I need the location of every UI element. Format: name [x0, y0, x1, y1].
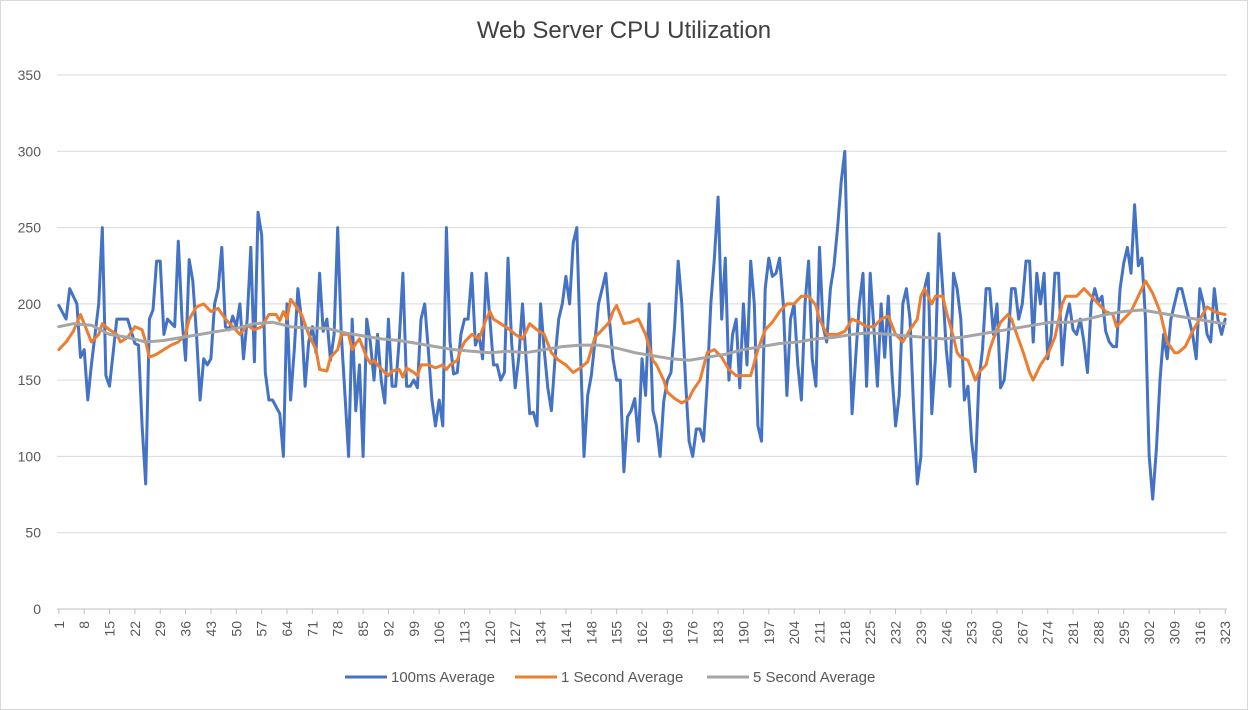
x-tick-label: 281	[1065, 621, 1081, 645]
x-tick-label: 64	[279, 621, 295, 637]
x-tick-label: 225	[862, 621, 878, 645]
x-tick-label: 78	[330, 621, 346, 637]
x-axis: 1 8 15 22 29 36 43 50 57 64 71 78 85 92 99 106 113 120 127…	[51, 609, 1233, 644]
x-tick-label: 155	[609, 621, 625, 645]
x-tick-label: 1	[51, 621, 67, 629]
x-tick-label: 253	[964, 621, 980, 645]
x-tick-label: 43	[203, 621, 219, 637]
legend-label-1: 100ms Average	[391, 669, 495, 686]
x-tick-label: 232	[888, 621, 904, 645]
x-tick-label: 316	[1192, 621, 1208, 645]
x-tick-label: 92	[380, 621, 396, 637]
series-lines	[57, 149, 1227, 501]
y-tick-label: 250	[18, 220, 42, 236]
x-tick-label: 239	[913, 621, 929, 645]
legend-label-3: 5 Second Average	[753, 669, 875, 686]
x-tick-label: 120	[482, 621, 498, 645]
y-tick-label: 300	[18, 143, 42, 159]
x-tick-label: 274	[1040, 621, 1056, 645]
x-tick-label: 295	[1116, 621, 1132, 645]
y-tick-label: 350	[18, 67, 42, 83]
x-tick-label: 267	[1014, 621, 1030, 645]
y-tick-label: 200	[18, 296, 42, 312]
x-tick-label: 141	[558, 621, 574, 645]
gridlines	[57, 74, 1227, 610]
x-tick-label: 162	[634, 621, 650, 645]
x-tick-label: 190	[735, 621, 751, 645]
series-line-3	[57, 308, 1227, 362]
x-tick-label: 246	[938, 621, 954, 645]
series-line-1	[57, 149, 1227, 501]
x-tick-label: 260	[989, 621, 1005, 645]
x-tick-label: 127	[507, 621, 523, 645]
chart-title: Web Server CPU Utilization	[476, 17, 772, 44]
x-tick-label: 22	[127, 621, 143, 637]
y-tick-label: 0	[33, 601, 41, 617]
y-tick-label: 50	[25, 525, 41, 541]
x-tick-label: 15	[102, 621, 118, 637]
x-tick-label: 71	[304, 621, 320, 637]
x-tick-label: 134	[533, 621, 549, 645]
x-tick-label: 106	[431, 621, 447, 645]
x-tick-label: 302	[1141, 621, 1157, 645]
x-tick-label: 50	[228, 621, 244, 637]
x-tick-label: 204	[786, 621, 802, 645]
legend: 100ms Average 1 Second Average 5 Second Av…	[345, 669, 875, 686]
x-tick-label: 288	[1090, 621, 1106, 645]
x-tick-label: 176	[685, 621, 701, 645]
x-tick-label: 218	[837, 621, 853, 645]
legend-label-2: 1 Second Average	[561, 669, 683, 686]
y-tick-label: 150	[18, 372, 42, 388]
x-tick-label: 309	[1166, 621, 1182, 645]
x-tick-label: 99	[406, 621, 422, 637]
x-tick-label: 8	[76, 621, 92, 629]
x-tick-label: 36	[178, 621, 194, 637]
x-tick-label: 197	[761, 621, 777, 645]
x-tick-label: 211	[811, 621, 827, 644]
x-tick-label: 57	[254, 621, 270, 637]
x-tick-label: 183	[710, 621, 726, 645]
x-tick-label: 323	[1217, 621, 1233, 645]
x-tick-label: 29	[152, 621, 168, 637]
x-tick-label: 169	[659, 621, 675, 645]
x-tick-label: 148	[583, 621, 599, 645]
y-tick-label: 100	[18, 448, 42, 464]
y-axis: 0 50 100 150 200 250 300 350	[18, 67, 42, 617]
x-tick-label: 85	[355, 621, 371, 637]
x-tick-label: 113	[457, 621, 473, 644]
